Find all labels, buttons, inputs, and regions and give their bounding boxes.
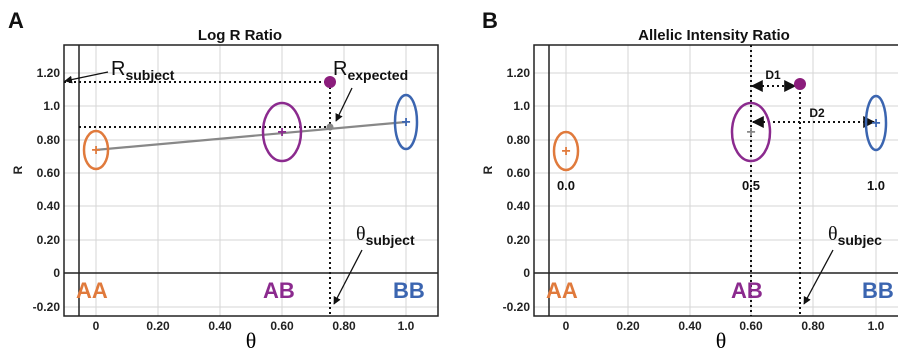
- panel-b-x-ticks: 0 0.20 0.40 0.60 0.80 1.0: [563, 319, 885, 333]
- panel-a-y-tick-label: -0.20: [33, 300, 61, 314]
- panel-a: A Log R Ratio 1.20 1.0 0.80 0.60 0.40 0.20 0 -0…: [8, 8, 439, 353]
- panel-b-d1-label: D1: [765, 68, 781, 82]
- panel-a-x-tick-label: 0.60: [270, 319, 294, 333]
- panel-b-cluster-theta-bb: 1.0: [867, 178, 885, 193]
- panel-a-y-tick-label: 1.0: [43, 99, 60, 113]
- panel-b-genotype-bb: BB: [862, 278, 894, 303]
- panel-a-letter: A: [8, 8, 24, 33]
- panel-a-y-tick-label: 1.20: [37, 66, 61, 80]
- panel-b-cluster-theta-ab: 0.5: [742, 178, 760, 193]
- panel-b-y-tick-label: -0.20: [503, 300, 531, 314]
- panel-a-cluster-aa-center: +: [91, 142, 100, 159]
- panel-b-y-tick-label: 0: [523, 266, 530, 280]
- panel-b-cluster-bb-center: +: [871, 115, 880, 132]
- panel-a-x-tick-label: 0.20: [146, 319, 170, 333]
- panel-b-x-label: θ: [716, 328, 727, 353]
- panel-a-fit-line: [94, 120, 407, 152]
- panel-a-r-subject-arrow: [64, 71, 109, 84]
- panel-b-x-tick-label: 1.0: [868, 319, 885, 333]
- panel-b-cluster-theta-aa: 0.0: [557, 178, 575, 193]
- panel-a-theta-subject-arrow: [333, 249, 363, 305]
- panel-a-expected-point: [326, 123, 334, 131]
- panel-b-theta-subject-label: θsubjec: [828, 223, 882, 248]
- panel-b-y-tick-label: 0.20: [507, 233, 531, 247]
- panel-b-cluster-ab-center: +: [746, 124, 755, 141]
- panel-b-y-tick-label: 1.20: [507, 66, 531, 80]
- panel-a-cluster-ab-ellipse: [261, 101, 303, 163]
- panel-a-cluster-bb-ellipse: [393, 93, 419, 151]
- panel-a-x-ticks: 0 0.20 0.40 0.60 0.80 1.0: [93, 319, 415, 333]
- panel-b-x-tick-label: 0.60: [739, 319, 763, 333]
- panel-a-y-tick-label: 0.20: [37, 233, 61, 247]
- panel-a-subject-point: [324, 76, 336, 88]
- panel-a-r-subject-label: Rsubject: [111, 58, 175, 83]
- panel-a-theta-subject-label: θsubject: [356, 223, 415, 248]
- panel-b-genotype-ab: AB: [731, 278, 763, 303]
- panel-a-x-label: θ: [246, 328, 257, 353]
- panel-b-x-tick-label: 0.40: [678, 319, 702, 333]
- panel-a-genotype-bb: BB: [393, 278, 425, 303]
- panel-a-cluster-bb-center: +: [401, 114, 410, 131]
- panel-a-cluster-aa-ellipse: [82, 129, 110, 171]
- panel-a-cluster-ab-center: +: [277, 124, 286, 141]
- panel-a-r-expected-arrow: [335, 87, 353, 122]
- panel-b-y-label: R: [481, 165, 495, 174]
- panel-b-x-tick-label: 0: [563, 319, 570, 333]
- panel-b-y-tick-label: 0.40: [507, 199, 531, 213]
- panel-a-x-tick-label: 0: [93, 319, 100, 333]
- panel-b-subject-point: [794, 78, 806, 90]
- panel-b-title: Allelic Intensity Ratio: [638, 27, 790, 44]
- panel-b-y-tick-label: 0.80: [507, 133, 531, 147]
- panel-b-x-tick-label: 0.80: [801, 319, 825, 333]
- panel-a-genotype-aa: AA: [76, 278, 108, 303]
- panel-b-genotype-aa: AA: [546, 278, 578, 303]
- panel-b-letter: B: [482, 8, 498, 33]
- panel-a-y-ticks: 1.20 1.0 0.80 0.60 0.40 0.20 0 -0.20: [33, 66, 61, 314]
- panel-a-title: Log R Ratio: [198, 27, 282, 44]
- panel-b-x-tick-label: 0.20: [616, 319, 640, 333]
- panel-a-y-tick-label: 0.60: [37, 166, 61, 180]
- panel-b-d2-label: D2: [809, 106, 825, 120]
- panel-b-grid: [534, 45, 898, 316]
- panel-a-x-tick-label: 1.0: [398, 319, 415, 333]
- panel-a-genotype-ab: AB: [263, 278, 295, 303]
- panel-a-y-tick-label: 0: [53, 266, 60, 280]
- panel-a-frame: [63, 44, 439, 317]
- panel-b-y-ticks: 1.20 1.0 0.80 0.60 0.40 0.20 0 -0.20: [503, 66, 531, 314]
- panel-a-r-expected-label: Rexpected: [333, 58, 408, 83]
- panel-a-y-label: R: [11, 165, 25, 174]
- panel-b-cluster-aa-ellipse: [552, 130, 580, 172]
- panel-b-cluster-bb-ellipse: [864, 94, 888, 152]
- panel-b-theta-subject-arrow: [803, 249, 834, 305]
- panel-a-x-tick-label: 0.40: [208, 319, 232, 333]
- panel-b-y-tick-label: 1.0: [513, 99, 530, 113]
- panel-a-y-tick-label: 0.40: [37, 199, 61, 213]
- panel-b-cluster-aa-center: +: [561, 143, 570, 160]
- panel-b-cluster-ab-ellipse: [730, 101, 772, 163]
- panel-b-y-tick-label: 0.60: [507, 166, 531, 180]
- panel-b: B Allelic Intensity Ratio 1.20 1.0 0.80 0.6…: [481, 8, 898, 353]
- panel-a-x-tick-label: 0.80: [332, 319, 356, 333]
- panel-a-grid: [64, 45, 438, 316]
- panel-a-y-tick-label: 0.80: [37, 133, 61, 147]
- panel-b-frame: [533, 44, 898, 317]
